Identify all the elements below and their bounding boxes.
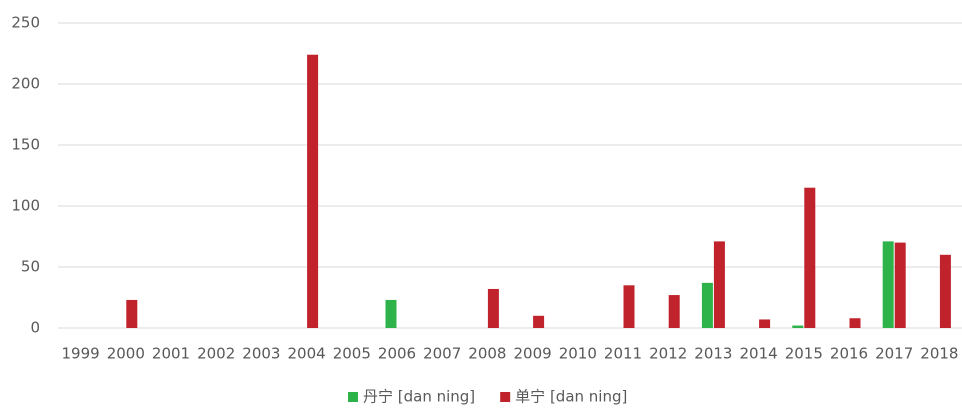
bar (849, 318, 861, 328)
y-tick-label: 0 (30, 319, 40, 337)
legend-label: 单宁 [dan ning] (515, 388, 627, 406)
x-tick-label: 2007 (423, 345, 461, 363)
x-tick-label: 2006 (378, 345, 416, 363)
x-tick-label: 2000 (107, 345, 145, 363)
x-tick-label: 2013 (694, 345, 732, 363)
x-tick-label: 2016 (830, 345, 868, 363)
bar (759, 319, 771, 328)
x-tick-label: 2005 (333, 345, 371, 363)
x-tick-label: 2017 (875, 345, 913, 363)
bar (385, 299, 397, 328)
x-tick-label: 2001 (152, 345, 190, 363)
x-tick-label: 2009 (514, 345, 552, 363)
x-tick-label: 2015 (785, 345, 823, 363)
bar (623, 285, 635, 328)
y-tick-label: 100 (11, 197, 40, 215)
bar (487, 288, 499, 328)
x-tick-label: 2004 (288, 345, 326, 363)
bar (792, 325, 804, 328)
bar (713, 241, 725, 328)
x-tick-label: 2018 (920, 345, 958, 363)
y-tick-label: 50 (21, 258, 40, 276)
x-tick-label: 2002 (197, 345, 235, 363)
x-tick-label: 2003 (242, 345, 280, 363)
x-tick-label: 2008 (468, 345, 506, 363)
bar (533, 315, 545, 328)
bar (668, 295, 680, 328)
bar (126, 299, 138, 328)
y-tick-label: 200 (11, 75, 40, 93)
legend-swatch (348, 392, 358, 402)
y-tick-label: 250 (11, 14, 40, 32)
legend-swatch (500, 392, 511, 402)
bar (701, 282, 713, 328)
bar (882, 241, 894, 328)
x-tick-label: 1999 (62, 345, 100, 363)
bar (939, 254, 951, 328)
bar (894, 242, 906, 328)
y-tick-label: 150 (11, 136, 40, 154)
x-tick-label: 2011 (604, 345, 642, 363)
x-tick-label: 2012 (649, 345, 687, 363)
x-tick-label: 2010 (559, 345, 597, 363)
x-tick-label: 2014 (740, 345, 778, 363)
bar (804, 187, 816, 328)
legend-label: 丹宁 [dan ning] (363, 388, 475, 406)
bar (307, 54, 319, 328)
